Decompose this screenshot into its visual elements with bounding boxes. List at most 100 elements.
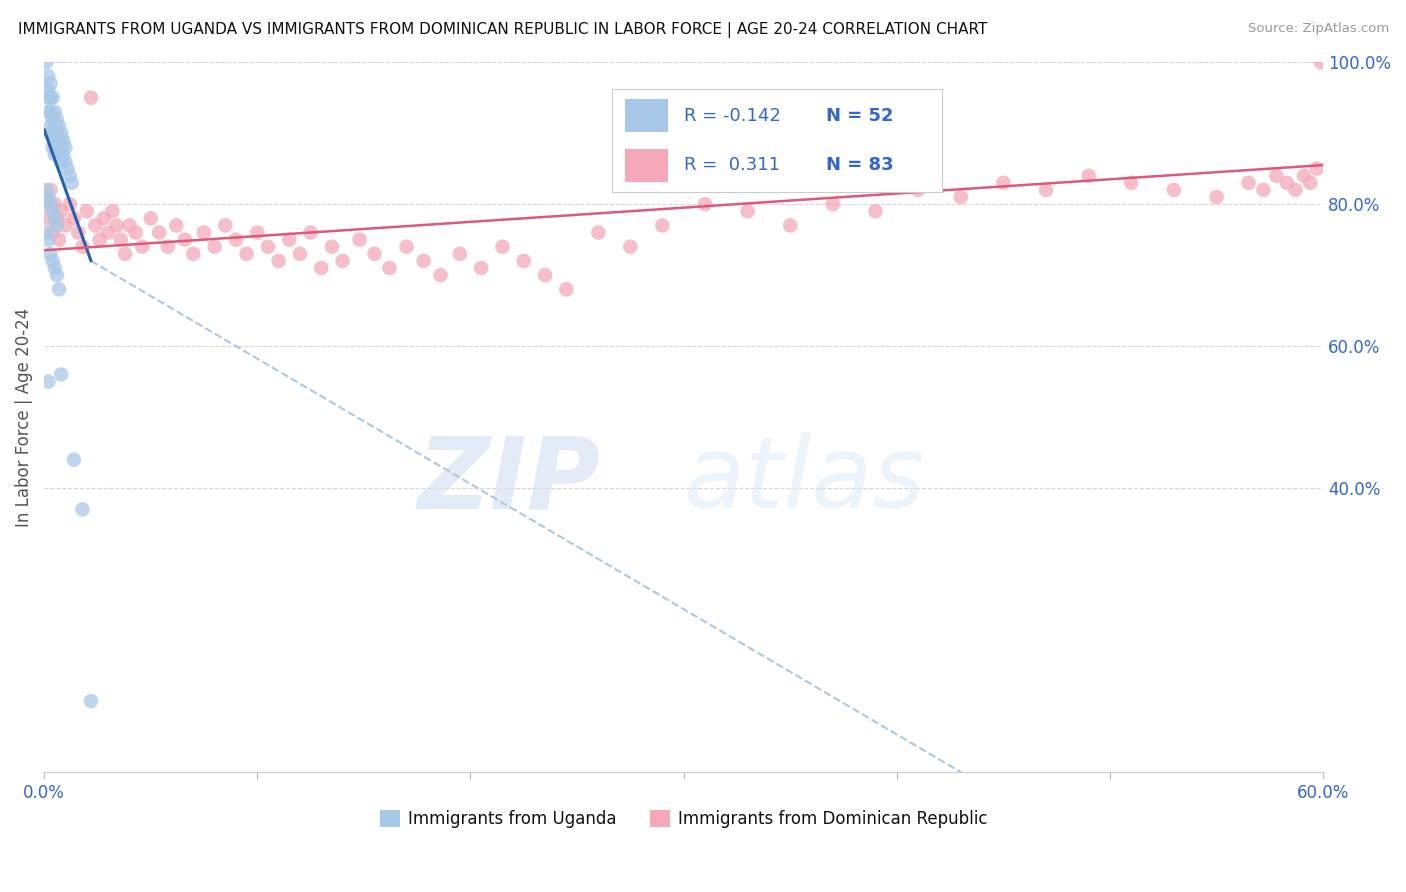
Point: [55, 154, 77, 169]
Point: [39, 247, 62, 261]
Point: [44, 197, 66, 211]
Point: [1121, 176, 1143, 190]
Point: [412, 254, 434, 268]
Point: [45, 140, 67, 154]
Point: [1205, 190, 1227, 204]
Point: [51, 126, 73, 140]
Point: [37, 104, 59, 119]
Point: [193, 226, 215, 240]
Text: R =  0.311: R = 0.311: [685, 156, 780, 174]
Point: [309, 260, 332, 275]
Point: [39, 119, 62, 133]
Point: [39, 126, 62, 140]
Point: [821, 197, 844, 211]
Point: [35, 55, 58, 70]
Point: [165, 219, 187, 233]
Point: [183, 247, 205, 261]
Point: [588, 226, 610, 240]
Point: [45, 112, 67, 126]
Point: [949, 190, 972, 204]
Point: [139, 211, 162, 226]
FancyBboxPatch shape: [624, 149, 668, 181]
Point: [619, 240, 641, 254]
Point: [93, 211, 115, 226]
Point: [204, 240, 226, 254]
Point: [299, 226, 322, 240]
Point: [225, 233, 247, 247]
Point: [51, 204, 73, 219]
Point: [44, 133, 66, 147]
Point: [52, 133, 75, 147]
Point: [45, 219, 67, 233]
Point: [267, 254, 290, 268]
Point: [1237, 176, 1260, 190]
Point: [37, 90, 59, 104]
Point: [45, 211, 67, 226]
Point: [470, 260, 492, 275]
Point: [156, 240, 179, 254]
Point: [59, 197, 82, 211]
Point: [51, 140, 73, 154]
Point: [491, 240, 513, 254]
Point: [80, 694, 103, 708]
Point: [101, 204, 124, 219]
Point: [60, 176, 83, 190]
Point: [80, 90, 103, 104]
Point: [363, 247, 385, 261]
Point: [737, 204, 759, 219]
Point: [1275, 176, 1298, 190]
Text: N = 52: N = 52: [827, 107, 894, 125]
Point: [37, 83, 59, 97]
Point: [41, 140, 63, 154]
Point: [41, 226, 63, 240]
Point: [105, 219, 128, 233]
Point: [395, 240, 418, 254]
Point: [89, 233, 111, 247]
Point: [1310, 55, 1333, 70]
Point: [59, 169, 82, 183]
Point: [39, 197, 62, 211]
Point: [349, 233, 371, 247]
Point: [41, 112, 63, 126]
Point: [1306, 161, 1329, 176]
Point: [67, 226, 90, 240]
FancyBboxPatch shape: [624, 99, 668, 132]
Point: [257, 240, 280, 254]
Point: [131, 240, 153, 254]
Point: [39, 183, 62, 197]
Point: [56, 161, 79, 176]
Point: [1077, 169, 1099, 183]
Point: [45, 268, 67, 282]
Point: [44, 104, 66, 119]
Point: [449, 247, 471, 261]
Point: [72, 502, 94, 516]
Point: [44, 147, 66, 161]
Y-axis label: In Labor Force | Age 20-24: In Labor Force | Age 20-24: [15, 308, 32, 526]
Point: [125, 226, 148, 240]
Point: [118, 219, 141, 233]
Point: [1035, 183, 1057, 197]
Text: Source: ZipAtlas.com: Source: ZipAtlas.com: [1249, 22, 1389, 36]
Point: [148, 226, 170, 240]
Point: [779, 219, 801, 233]
Point: [1292, 169, 1315, 183]
Point: [321, 240, 343, 254]
Point: [48, 133, 70, 147]
Text: R = -0.142: R = -0.142: [685, 107, 782, 125]
Point: [37, 211, 59, 226]
Point: [48, 233, 70, 247]
Point: [378, 260, 401, 275]
Point: [1299, 176, 1322, 190]
Point: [41, 126, 63, 140]
Point: [173, 233, 195, 247]
Point: [37, 190, 59, 204]
Legend: Immigrants from Uganda, Immigrants from Dominican Republic: Immigrants from Uganda, Immigrants from …: [373, 803, 994, 835]
Point: [35, 226, 58, 240]
Point: [1253, 183, 1275, 197]
Point: [1284, 183, 1306, 197]
Point: [39, 104, 62, 119]
Point: [114, 247, 136, 261]
Point: [35, 197, 58, 211]
Point: [51, 154, 73, 169]
Point: [55, 140, 77, 154]
